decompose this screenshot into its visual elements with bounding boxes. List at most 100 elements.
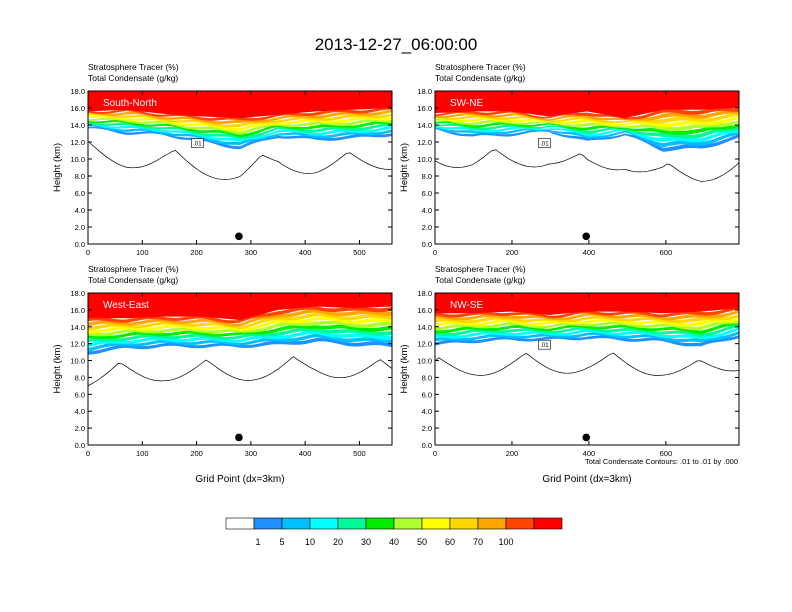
colorbar-label: 20 <box>333 537 343 547</box>
panel-title-line: Total Condensate (g/kg) <box>88 73 178 83</box>
colorbar-swatch <box>393 517 423 530</box>
y-tick-label: 18.0 <box>70 289 85 298</box>
y-tick-label: 0.0 <box>75 240 85 249</box>
y-tick-label: 14.0 <box>417 121 432 130</box>
panel-name: South-North <box>103 98 157 109</box>
y-tick-label: 10.0 <box>70 155 85 164</box>
tracer-band <box>435 116 739 128</box>
plot-frame <box>87 90 393 245</box>
tracer-band <box>435 320 739 331</box>
tracer-band <box>435 324 739 337</box>
y-tick-label: 10.0 <box>70 357 85 366</box>
colorbar-swatch <box>449 517 479 530</box>
colorbar-label: 5 <box>279 537 284 547</box>
x-axis-label: Grid Point (dx=3km) <box>542 474 631 485</box>
panel-title-line: Stratosphere Tracer (%) <box>88 62 179 72</box>
x-tick-label: 500 <box>353 248 366 257</box>
location-marker <box>235 232 243 241</box>
colorbar-swatch <box>365 517 395 530</box>
colorbar-label: 40 <box>389 537 399 547</box>
contour-label-box <box>538 339 551 350</box>
y-tick-label: 12.0 <box>70 138 85 147</box>
y-tick-label: 6.0 <box>75 390 85 399</box>
tracer-band <box>88 330 392 348</box>
tracer-band <box>435 91 739 119</box>
colorbar-swatch <box>477 517 507 530</box>
contour-label: .01 <box>540 343 549 349</box>
y-tick-label: 12.0 <box>417 340 432 349</box>
x-tick-label: 600 <box>660 248 673 257</box>
x-tick-label: 200 <box>190 248 203 257</box>
y-tick-label: 8.0 <box>422 373 432 382</box>
tracer-band <box>88 91 392 119</box>
y-tick-label: 10.0 <box>417 155 432 164</box>
panel-name: NW-SE <box>450 300 483 311</box>
panel-south-north: 0.0 2.0 4.0 6.0 8.0 10.0 12.0 14.0 16.0 18.0 0 100 2… <box>52 62 393 257</box>
y-tick-label: 6.0 <box>422 189 432 198</box>
panel-name: West-East <box>103 300 149 311</box>
colorbar-swatch <box>225 517 255 530</box>
tracer-band <box>435 327 739 340</box>
y-tick-label: 8.0 <box>75 373 85 382</box>
y-tick-label: 6.0 <box>422 390 432 399</box>
x-axis-label: Grid Point (dx=3km) <box>195 474 284 485</box>
panel-title-line: Total Condensate (g/kg) <box>435 275 525 285</box>
x-tick-label: 100 <box>136 449 149 458</box>
y-tick-label: 10.0 <box>417 357 432 366</box>
tracer-band <box>88 327 392 343</box>
plot-frame <box>434 90 740 245</box>
contour-label: .01 <box>540 142 549 148</box>
panel-title-line: Stratosphere Tracer (%) <box>435 62 526 72</box>
y-tick-label: 4.0 <box>422 407 432 416</box>
colorbar-label: 10 <box>305 537 315 547</box>
contour-note: Total Condensate Contours: .01 to .01 by… <box>585 457 738 466</box>
colorbar: 1 5 10 20 30 40 50 60 70 100 <box>225 517 563 547</box>
y-tick-label: 0.0 <box>75 441 85 450</box>
tracer-band <box>88 312 392 331</box>
y-tick-label: 18.0 <box>417 87 432 96</box>
tracer-band <box>435 322 739 335</box>
x-tick-label: 0 <box>433 248 437 257</box>
x-tick-label: 600 <box>660 449 673 458</box>
colorbar-label: 100 <box>498 537 513 547</box>
condensate-contour <box>435 352 739 376</box>
colorbar-swatch <box>281 517 311 530</box>
tracer-band <box>435 127 739 152</box>
tracer-band <box>88 306 392 324</box>
y-tick-label: 4.0 <box>75 206 85 215</box>
tracer-field <box>88 293 392 445</box>
tracer-band <box>435 307 739 319</box>
y-tick-label: 18.0 <box>417 289 432 298</box>
tracer-band <box>435 310 739 321</box>
tracer-band <box>435 293 739 315</box>
tracer-band <box>88 109 392 124</box>
y-tick-label: 16.0 <box>70 306 85 315</box>
x-tick-label: 300 <box>245 449 258 458</box>
y-tick-label: 2.0 <box>75 424 85 433</box>
panel-name: SW-NE <box>450 98 483 109</box>
colorbar-label: 1 <box>255 537 260 547</box>
tracer-band <box>435 126 739 143</box>
x-tick-label: 0 <box>433 449 437 458</box>
tracer-band <box>435 126 739 148</box>
contour-label-box <box>191 138 204 148</box>
y-tick-label: 2.0 <box>75 223 85 232</box>
y-axis-label: Height (km) <box>399 143 410 192</box>
panel-title-line: Total Condensate (g/kg) <box>88 275 178 285</box>
colorbar-swatch <box>337 517 367 530</box>
y-tick-label: 6.0 <box>75 189 85 198</box>
x-tick-label: 400 <box>299 248 312 257</box>
panel-title-line: Stratosphere Tracer (%) <box>435 264 526 274</box>
x-tick-label: 300 <box>245 248 258 257</box>
plot-frame <box>434 292 740 446</box>
x-tick-label: 500 <box>353 449 366 458</box>
colorbar-swatch <box>309 517 339 530</box>
colorbar-swatch <box>505 517 535 530</box>
x-tick-label: 400 <box>299 449 312 458</box>
tracer-band <box>88 324 392 340</box>
tracer-band <box>435 314 739 324</box>
colorbar-swatch <box>253 517 283 530</box>
panel-title-line: Total Condensate (g/kg) <box>435 73 525 83</box>
y-tick-label: 18.0 <box>70 87 85 96</box>
